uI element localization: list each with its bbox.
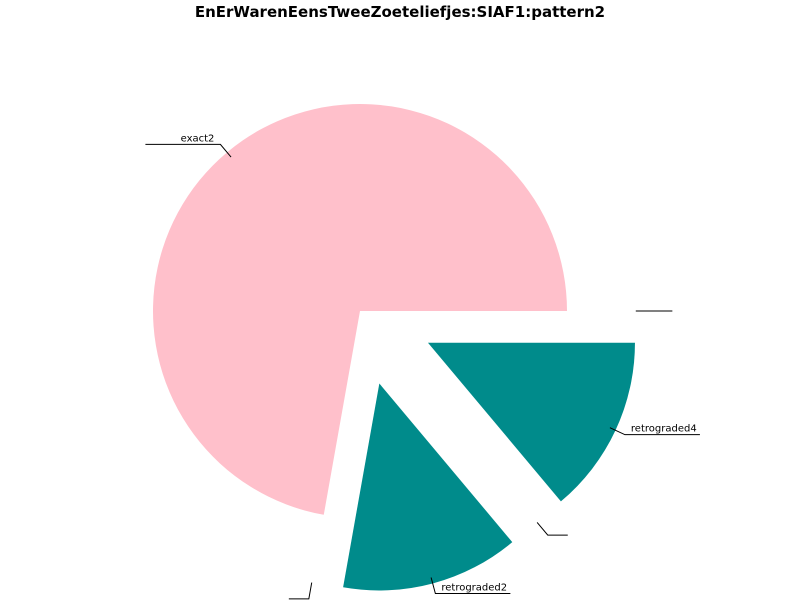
chart-title: EnErWarenEensTweeZoeteliefjes:SIAF1:patt… xyxy=(194,3,606,21)
leader-line-retrograded4 xyxy=(609,427,700,436)
leader-line-retrograded2 xyxy=(430,577,511,594)
slice-label-retrograded4: retrograded4 xyxy=(631,424,697,435)
leader-line-empty-3 xyxy=(536,522,568,536)
pie-slice-retrograded2 xyxy=(343,383,513,591)
slice-label-exact2: exact2 xyxy=(181,133,215,144)
leader-line-exact2 xyxy=(145,143,232,158)
slice-label-retrograded2: retrograded2 xyxy=(441,582,507,593)
leader-line-empty-1 xyxy=(288,582,313,600)
pie-labels: exact2 retrograded2 retrograded4 xyxy=(145,133,700,600)
pie-slice-exact2 xyxy=(153,103,568,515)
pie-slice-retrograded4 xyxy=(427,342,635,502)
pie-slices xyxy=(153,103,635,591)
